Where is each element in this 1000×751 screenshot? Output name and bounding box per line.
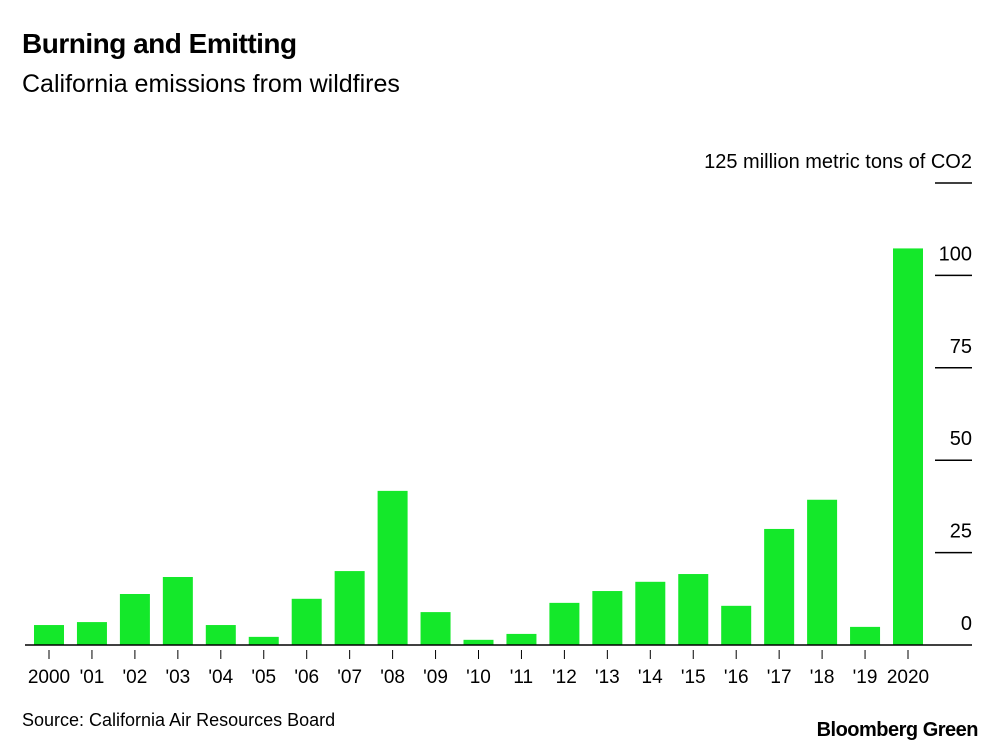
bar	[205, 625, 236, 645]
bar	[678, 574, 709, 645]
brand-logo: Bloomberg Green	[816, 719, 979, 741]
x-tick-label: '17	[767, 667, 792, 688]
bar	[162, 576, 193, 645]
x-tick-label: '07	[337, 667, 362, 688]
y-tick-label: 50	[950, 428, 972, 450]
y-tick-label: 75	[950, 336, 972, 358]
bar	[764, 528, 795, 645]
bar	[291, 598, 322, 645]
x-tick-label: '03	[165, 667, 190, 688]
bar	[76, 622, 107, 645]
x-tick-label: '13	[595, 667, 620, 688]
x-tick-label: '12	[552, 667, 577, 688]
bar	[893, 248, 923, 646]
bar	[807, 499, 838, 645]
bar	[119, 593, 150, 645]
y-tick-label: 0	[961, 613, 972, 635]
bar	[463, 639, 494, 645]
x-tick-label: '06	[294, 667, 319, 688]
x-tick-label: '02	[123, 667, 148, 688]
bar	[850, 626, 881, 645]
x-tick-label: '14	[638, 667, 663, 688]
bar	[34, 625, 64, 645]
x-tick-label: '15	[681, 667, 706, 688]
y-tick-label: 100	[939, 243, 972, 265]
bar	[549, 602, 580, 645]
x-tick-label: '10	[466, 667, 491, 688]
y-tick-label: 125 million metric tons of CO2	[704, 151, 972, 173]
bar	[420, 612, 451, 645]
chart-title: Burning and Emitting	[22, 28, 297, 59]
x-tick-label: '05	[251, 667, 276, 688]
bar	[721, 605, 752, 645]
x-tick-label: 2020	[887, 667, 929, 688]
x-tick-label: '19	[853, 667, 878, 688]
bar	[334, 571, 365, 645]
bar	[248, 636, 279, 645]
bar	[592, 591, 623, 645]
x-tick-label: '18	[810, 667, 835, 688]
chart-subtitle: California emissions from wildfires	[22, 70, 400, 98]
x-tick-label: '01	[80, 667, 105, 688]
y-tick-label: 25	[950, 521, 972, 543]
bar	[506, 633, 537, 645]
x-tick-label: 2000	[28, 667, 70, 688]
x-tick-label: '11	[510, 667, 533, 688]
x-tick-label: '08	[380, 667, 405, 688]
x-tick-label: '09	[423, 667, 448, 688]
x-tick-label: '04	[208, 667, 233, 688]
source-note: Source: California Air Resources Board	[22, 710, 336, 730]
x-tick-label: '16	[724, 667, 749, 688]
bar	[635, 581, 666, 645]
bar	[377, 490, 408, 645]
